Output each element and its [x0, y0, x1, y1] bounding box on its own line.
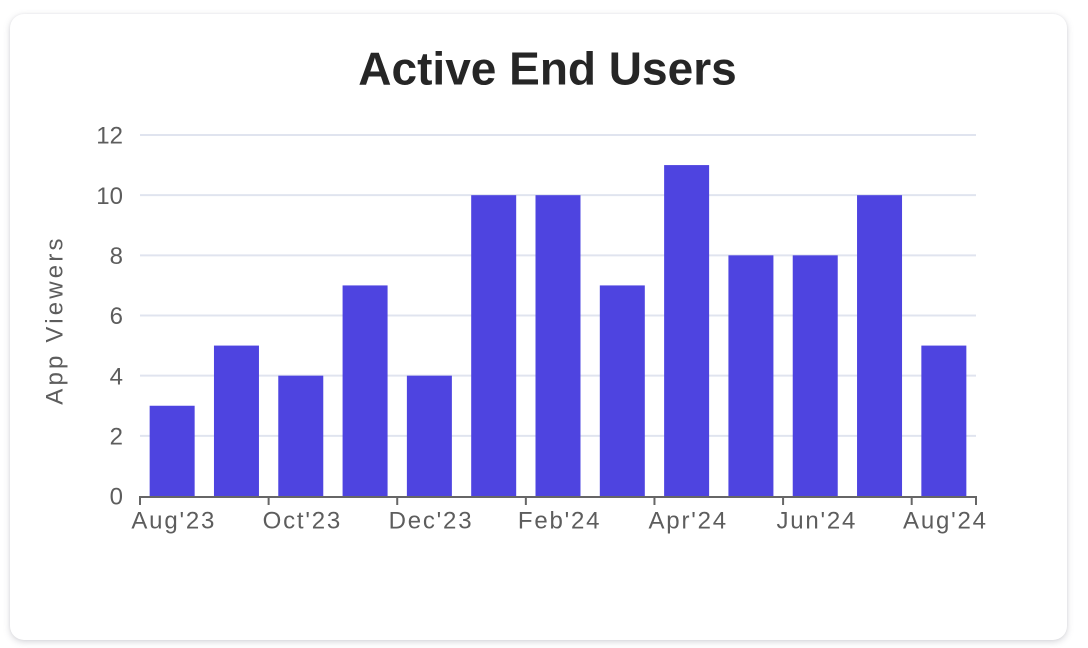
svg-text:Active End Users: Active End Users: [358, 43, 736, 95]
svg-text:Jun'24: Jun'24: [776, 508, 857, 535]
svg-text:4: 4: [110, 363, 123, 390]
svg-text:Aug'23: Aug'23: [131, 508, 216, 535]
svg-text:Oct'23: Oct'23: [263, 508, 342, 535]
svg-text:6: 6: [110, 303, 123, 330]
svg-text:8: 8: [110, 243, 123, 270]
svg-text:Aug'24: Aug'24: [903, 508, 988, 535]
svg-text:Feb'24: Feb'24: [518, 508, 601, 535]
svg-text:Dec'23: Dec'23: [389, 508, 474, 535]
svg-text:App Viewers: App Viewers: [42, 235, 69, 405]
svg-text:Apr'24: Apr'24: [649, 508, 728, 535]
svg-text:0: 0: [110, 484, 123, 511]
svg-text:2: 2: [110, 423, 123, 450]
svg-text:12: 12: [96, 123, 123, 150]
svg-text:10: 10: [96, 183, 123, 210]
